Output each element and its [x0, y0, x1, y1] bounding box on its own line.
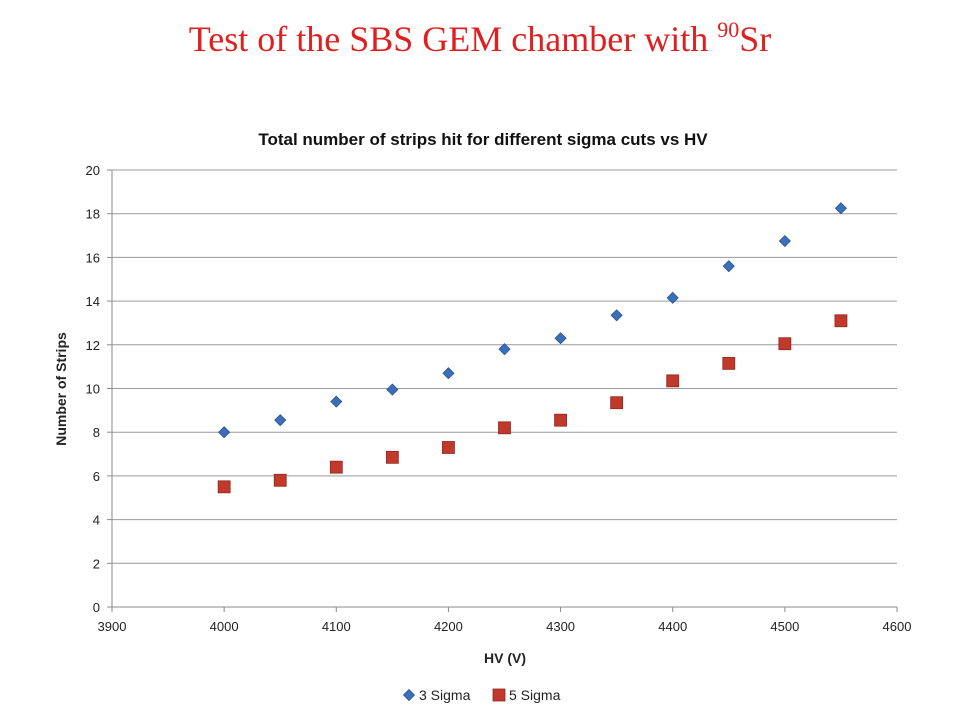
data-points	[217, 202, 848, 494]
legend: 3 Sigma 5 Sigma	[402, 687, 561, 703]
legend-item-3-sigma: 3 Sigma	[402, 687, 471, 703]
y-tick-label: 20	[86, 163, 100, 178]
point-5-sigma	[498, 421, 511, 435]
y-tick-label: 14	[86, 294, 100, 309]
y-tick-label: 10	[86, 382, 100, 397]
point-5-sigma	[329, 460, 343, 474]
point-5-sigma	[273, 473, 287, 487]
legend-marker-3-sigma	[402, 688, 416, 702]
slide-title-tail: Sr	[739, 19, 772, 59]
gridlines	[112, 169, 897, 564]
slide-title: Test of the SBS GEM chamber with 90Sr	[0, 18, 960, 60]
x-tick-label: 4100	[322, 619, 351, 634]
point-3-sigma	[610, 309, 623, 322]
slide-title-main: Test of the SBS GEM chamber with	[188, 19, 718, 59]
y-tick-label: 0	[93, 600, 100, 615]
y-tick-label: 8	[93, 425, 100, 440]
x-tick-label: 4300	[546, 619, 575, 634]
point-3-sigma	[778, 234, 791, 248]
x-tick-label: 3900	[98, 619, 127, 634]
point-5-sigma	[834, 314, 848, 328]
point-3-sigma	[330, 395, 343, 408]
y-tick-label: 18	[86, 207, 100, 222]
x-tick-label: 4500	[770, 619, 799, 634]
point-5-sigma	[666, 374, 680, 388]
tick-labels: 0 2 4 6 8 10 12 14 16 18 20 3900 4000 4100 4200 4300 440…	[86, 163, 912, 634]
y-tick-label: 16	[86, 250, 100, 265]
x-tick-label: 4200	[434, 619, 463, 634]
point-3-sigma	[274, 414, 287, 427]
point-3-sigma	[386, 383, 399, 396]
point-3-sigma	[834, 202, 847, 215]
point-3-sigma	[442, 367, 455, 380]
x-axis-label: HV (V)	[484, 650, 526, 666]
point-5-sigma	[778, 337, 792, 351]
chart-title: Total number of strips hit for different…	[258, 130, 708, 149]
legend-label-5-sigma: 5 Sigma	[509, 687, 561, 703]
point-5-sigma	[610, 396, 624, 410]
point-5-sigma	[385, 450, 399, 464]
point-5-sigma	[217, 480, 231, 494]
y-tick-label: 12	[86, 338, 100, 353]
point-3-sigma	[666, 291, 679, 304]
legend-label-3-sigma: 3 Sigma	[419, 687, 471, 703]
legend-marker-5-sigma	[492, 688, 506, 702]
point-3-sigma	[722, 260, 735, 273]
point-3-sigma	[498, 343, 511, 356]
point-5-sigma	[442, 441, 455, 454]
x-tick-label: 4400	[658, 619, 687, 634]
slide-title-superscript: 90	[717, 17, 740, 42]
x-tick-label: 4000	[210, 619, 239, 634]
y-axis-label: Number of Strips	[53, 332, 69, 446]
y-tick-label: 2	[93, 556, 100, 571]
legend-item-5-sigma: 5 Sigma	[492, 687, 561, 703]
point-3-sigma	[218, 426, 231, 439]
point-5-sigma	[554, 413, 567, 427]
axes	[107, 169, 898, 612]
x-tick-label: 4600	[883, 619, 912, 634]
y-tick-label: 6	[93, 469, 100, 484]
y-tick-label: 4	[93, 513, 100, 528]
point-3-sigma	[554, 332, 567, 345]
point-5-sigma	[722, 356, 736, 370]
